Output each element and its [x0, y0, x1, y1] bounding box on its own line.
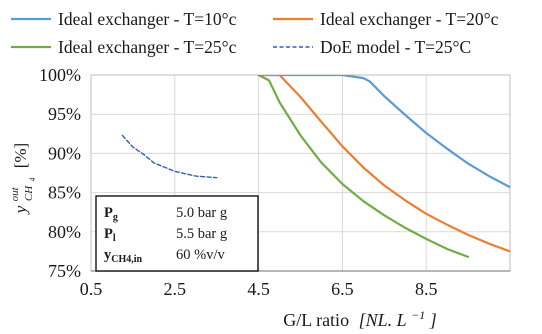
x-tick-label: 6.5: [331, 279, 354, 299]
series-line-2: [257, 75, 510, 253]
parameter-value-2: 5.5 bar g: [176, 226, 227, 242]
x-axis-label-unit-close: ]: [429, 310, 437, 330]
y-axis-label-subsub: 4: [28, 178, 37, 182]
y-tick-labels: 75% 80% 85% 90% 95% 100%: [39, 65, 81, 281]
parameter-value-3: 60 %v/v: [176, 247, 225, 263]
y-axis-label: y out CH 4 [%]: [3, 143, 39, 215]
y-axis-label-sup: out: [9, 186, 21, 201]
parameter-label-3: yCH4,in: [104, 247, 143, 265]
parameter-value-1: 5.0 bar g: [176, 205, 227, 221]
y-tick-label: 75%: [48, 261, 81, 281]
series-line-3: [257, 75, 470, 258]
y-axis-label-sub: CH: [23, 185, 35, 201]
x-tick-labels: 0.5 2.5 4.5 6.5 8.5: [80, 279, 438, 299]
parameter-box: Pg 5.0 bar g Pl 5.5 bar g yCH4,in 60 %v/v: [95, 195, 259, 272]
parameter-label-1: Pg: [104, 205, 118, 223]
legend-label-4: DoE model - T=25°C: [320, 37, 471, 57]
y-tick-label: 90%: [48, 143, 81, 163]
y-axis-label-text: y out CH 4 [%]: [3, 143, 39, 215]
x-axis-label-text: G/L ratio: [283, 310, 349, 330]
legend-label-1: Ideal exchanger - T=10°c: [58, 9, 237, 29]
y-axis-label-main: y: [11, 205, 30, 215]
x-tick-label: 0.5: [80, 279, 103, 299]
y-tick-label: 80%: [48, 222, 81, 242]
parameter-box-frame: [95, 195, 259, 272]
x-axis-label-unit: [NL. L: [359, 310, 407, 330]
y-tick-label: 85%: [48, 183, 81, 203]
x-tick-label: 2.5: [164, 279, 187, 299]
legend-label-2: Ideal exchanger - T=20°c: [320, 9, 499, 29]
x-tick-label: 4.5: [247, 279, 270, 299]
y-axis-label-unit: [%]: [11, 143, 30, 168]
y-tick-label: 100%: [39, 65, 81, 85]
series-line-4: [121, 134, 218, 179]
y-tick-label: 95%: [48, 104, 81, 124]
x-axis-label-unit-sup: −1: [411, 308, 425, 322]
series-line-1: [257, 75, 510, 189]
x-axis-label: G/L ratio [NL. L −1 ]: [283, 303, 436, 330]
series-group: [121, 75, 510, 258]
parameter-label-2: Pl: [104, 226, 116, 244]
legend: Ideal exchanger - T=10°c Ideal exchanger …: [11, 9, 499, 57]
x-tick-label: 8.5: [415, 279, 438, 299]
legend-label-3: Ideal exchanger - T=25°c: [58, 37, 237, 57]
